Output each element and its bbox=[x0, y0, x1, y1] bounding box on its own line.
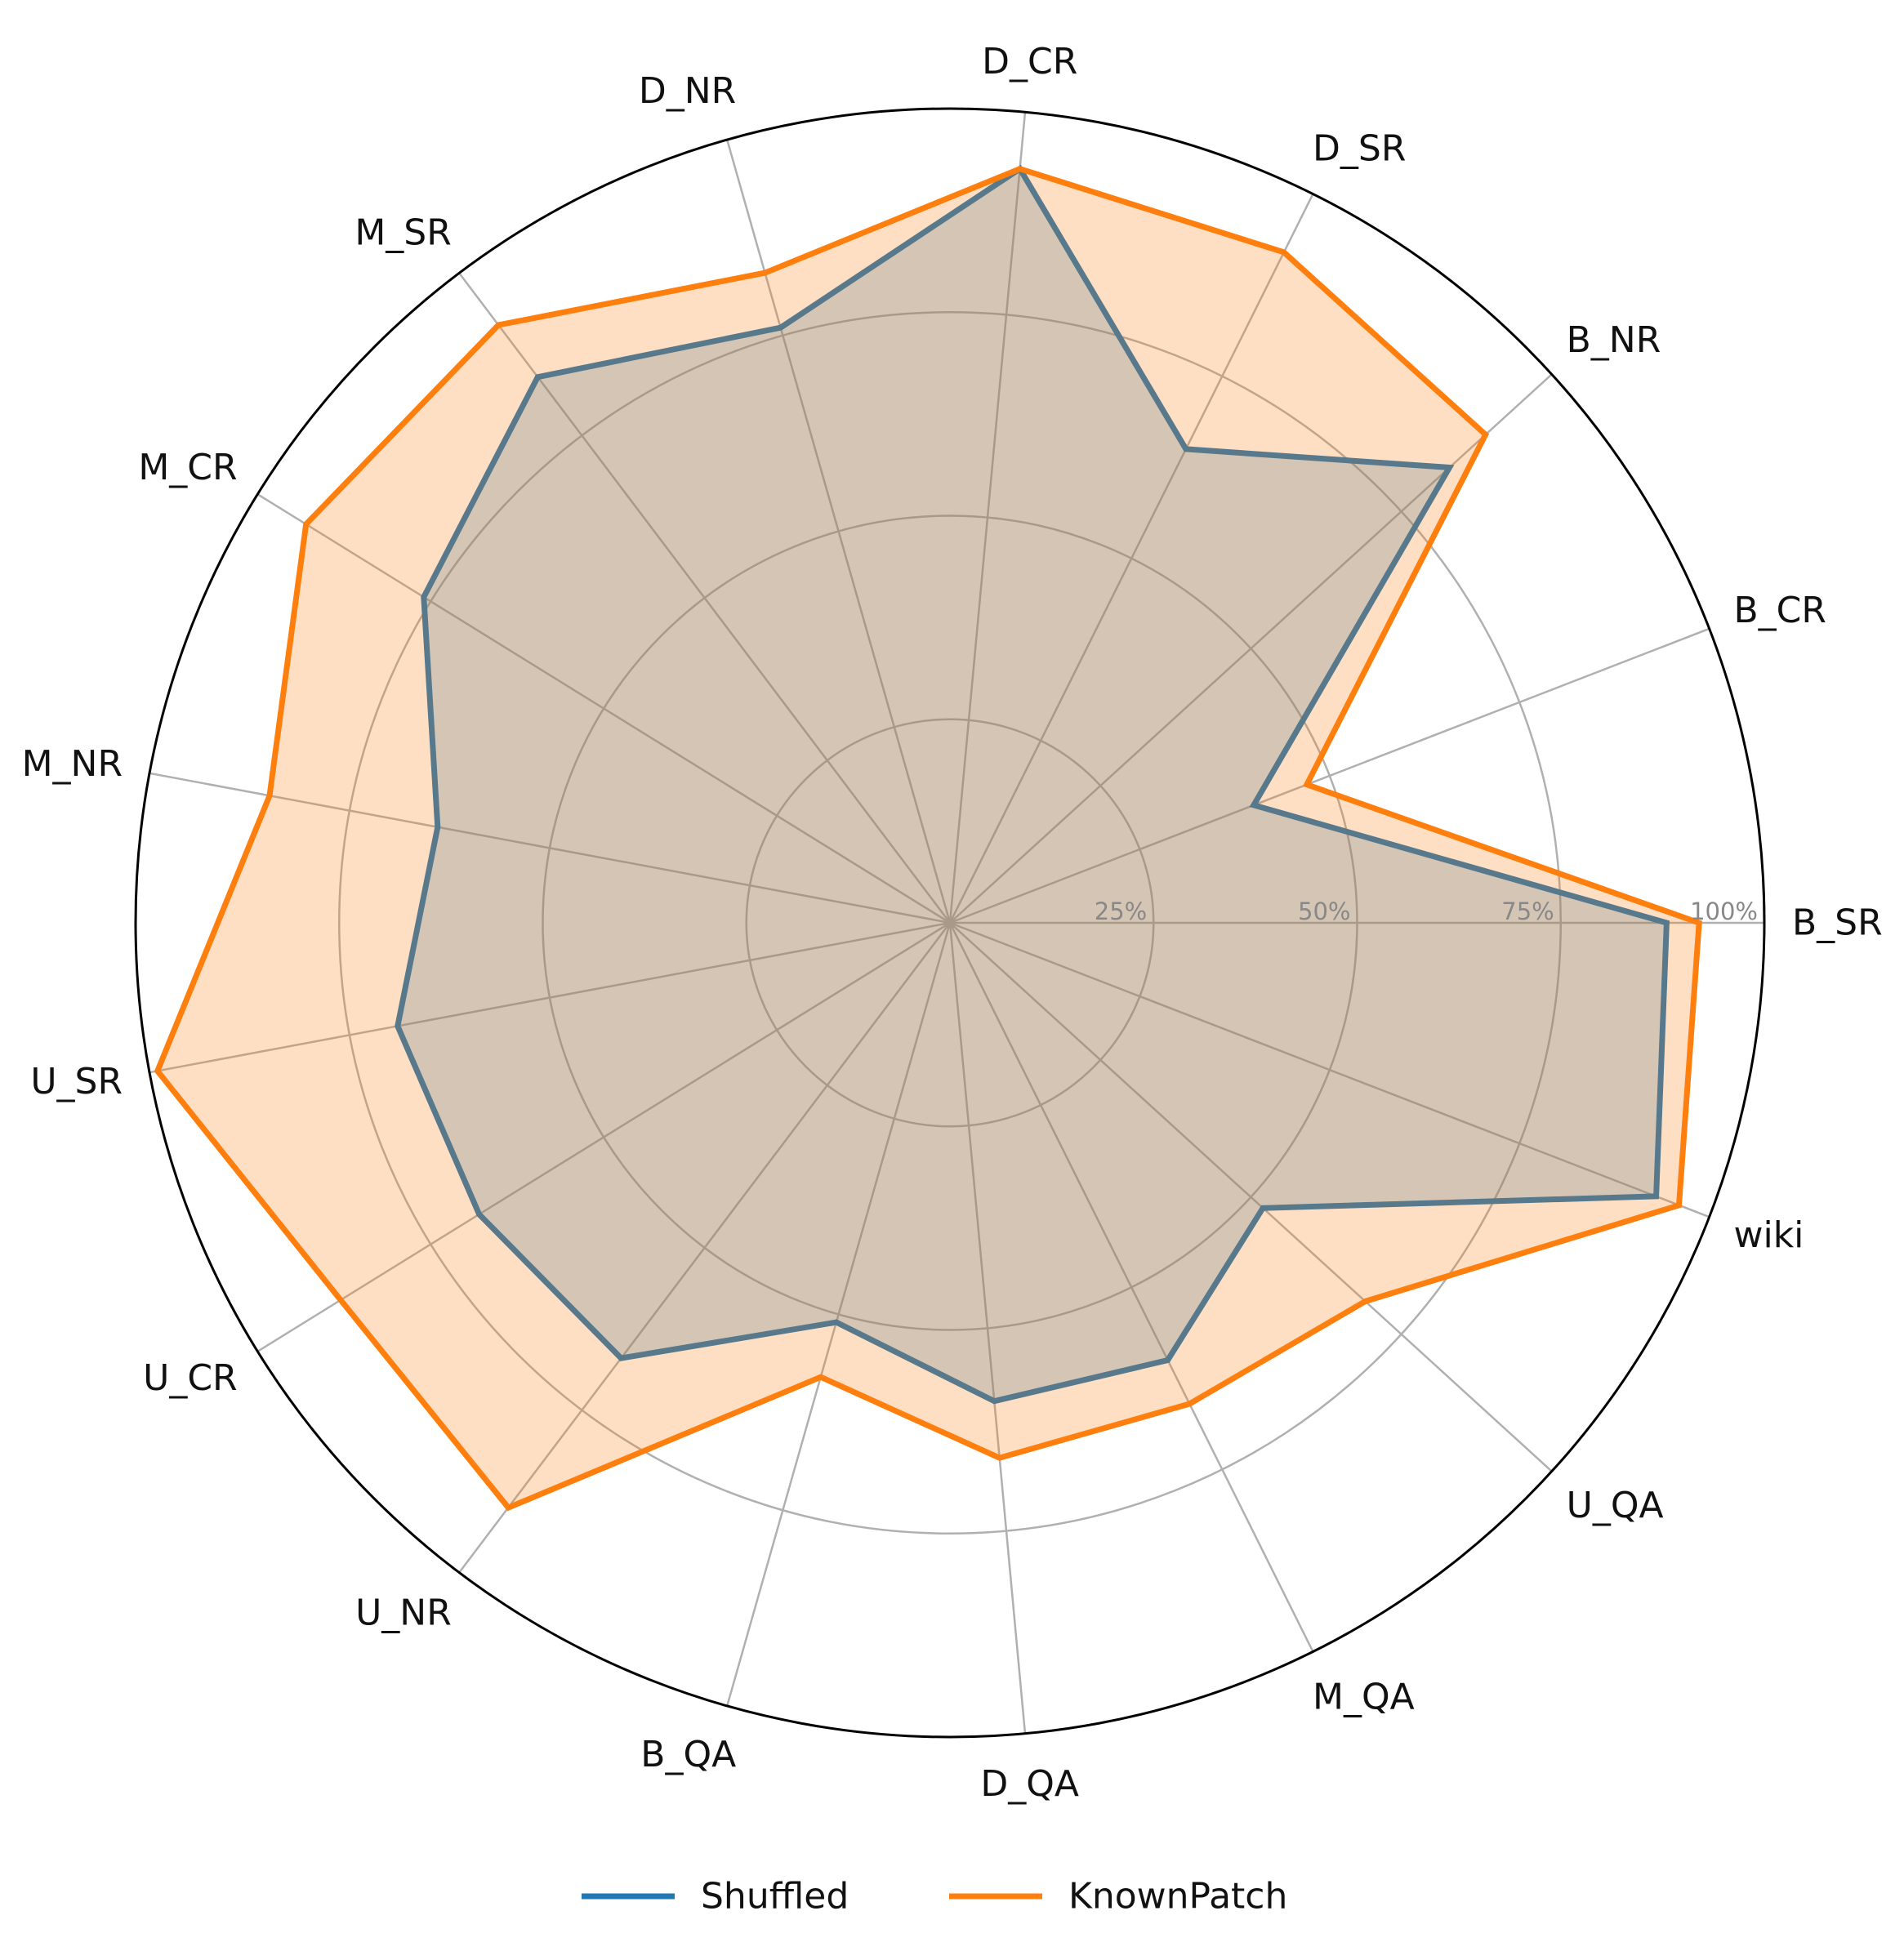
point-knownpatch-m-nr bbox=[267, 793, 272, 799]
series-layer bbox=[154, 164, 1702, 1512]
point-knownpatch-b-nr bbox=[1483, 432, 1488, 438]
axis-label-m-qa: M_QA bbox=[1313, 1676, 1415, 1717]
axis-label-wiki: wiki bbox=[1733, 1214, 1804, 1256]
axis-label-m-cr: M_CR bbox=[138, 447, 237, 488]
point-knownpatch-d-qa bbox=[997, 1455, 1002, 1461]
point-shuffled-d-sr bbox=[1183, 446, 1188, 452]
point-knownpatch-b-sr bbox=[1697, 920, 1702, 925]
point-knownpatch-m-qa bbox=[1187, 1401, 1193, 1406]
spoke-wiki bbox=[949, 921, 1710, 1218]
legend-label-knownpatch: KnownPatch bbox=[1068, 1876, 1287, 1918]
point-shuffled-b-nr bbox=[1447, 465, 1452, 470]
point-knownpatch-d-nr bbox=[762, 270, 768, 276]
legend: Shuffled KnownPatch bbox=[582, 1876, 1287, 1918]
point-shuffled-m-nr bbox=[435, 824, 440, 830]
spoke-m-nr bbox=[149, 772, 951, 924]
point-knownpatch-u-cr bbox=[338, 1297, 344, 1303]
axis-label-u-nr: U_NR bbox=[355, 1592, 452, 1634]
axis-label-u-cr: U_CR bbox=[143, 1357, 238, 1399]
series-shuffled-area bbox=[395, 164, 1670, 1405]
point-shuffled-u-nr bbox=[618, 1356, 624, 1361]
point-knownpatch-u-sr bbox=[154, 1068, 160, 1074]
point-shuffled-m-qa bbox=[1165, 1357, 1170, 1363]
point-shuffled-d-qa bbox=[992, 1398, 997, 1404]
axis-label-m-nr: M_NR bbox=[22, 743, 123, 785]
point-shuffled-m-cr bbox=[421, 595, 426, 600]
axis-label-d-cr: D_CR bbox=[982, 41, 1077, 82]
label-layer: 25% 50% 75% 100% B_SR B_CR B_NR D_SR D_CR D_NR M_S… bbox=[22, 41, 1883, 1805]
point-knownpatch-m-sr bbox=[496, 323, 502, 327]
axis-label-d-nr: D_NR bbox=[639, 70, 736, 112]
point-knownpatch-b-cr bbox=[1304, 782, 1309, 787]
point-shuffled-b-cr bbox=[1251, 802, 1256, 808]
spoke-d-sr bbox=[948, 193, 1314, 924]
point-knownpatch-wiki bbox=[1676, 1202, 1682, 1208]
spoke-u-nr bbox=[458, 922, 951, 1574]
point-shuffled-u-cr bbox=[476, 1211, 482, 1217]
axis-label-b-qa: B_QA bbox=[640, 1734, 736, 1775]
spoke-u-qa bbox=[949, 922, 1553, 1472]
axis-label-d-sr: D_SR bbox=[1313, 128, 1406, 170]
axis-label-d-qa: D_QA bbox=[980, 1763, 1079, 1805]
point-shuffled-u-qa bbox=[1260, 1205, 1266, 1211]
r-tick-label-50: 50% bbox=[1298, 898, 1350, 925]
axis-label-b-cr: B_CR bbox=[1733, 590, 1826, 631]
axis-label-b-nr: B_NR bbox=[1567, 319, 1661, 361]
spoke-u-sr bbox=[149, 921, 951, 1074]
point-shuffled-u-sr bbox=[395, 1023, 400, 1029]
point-shuffled-wiki bbox=[1653, 1193, 1659, 1199]
spoke-u-cr bbox=[256, 921, 951, 1352]
axis-label-u-sr: U_SR bbox=[30, 1061, 123, 1102]
r-tick-label-75: 75% bbox=[1501, 898, 1554, 925]
spoke-b-cr bbox=[949, 627, 1710, 924]
r-tick-label-25: 25% bbox=[1095, 898, 1147, 925]
outer-frame bbox=[134, 107, 1766, 1739]
point-knownpatch-b-qa bbox=[818, 1374, 823, 1380]
point-shuffled-m-sr bbox=[535, 374, 541, 380]
r-tick-label-100: 100% bbox=[1690, 898, 1758, 925]
series-knownpatch-area bbox=[154, 165, 1702, 1512]
axis-label-m-sr: M_SR bbox=[354, 212, 451, 253]
point-shuffled-b-sr bbox=[1664, 920, 1670, 925]
point-knownpatch-u-nr bbox=[506, 1505, 511, 1511]
point-shuffled-d-nr bbox=[778, 325, 783, 331]
spoke-m-sr bbox=[458, 272, 951, 924]
axis-label-u-qa: U_QA bbox=[1567, 1485, 1664, 1526]
grid-layer bbox=[134, 107, 1766, 1739]
point-shuffled-b-qa bbox=[833, 1320, 839, 1325]
spoke-m-cr bbox=[256, 493, 951, 924]
spoke-m-qa bbox=[948, 922, 1314, 1653]
spoke-d-cr bbox=[948, 112, 1027, 924]
spoke-b-qa bbox=[725, 922, 952, 1707]
spoke-d-qa bbox=[948, 922, 1027, 1734]
point-knownpatch-d-cr bbox=[1017, 166, 1023, 171]
point-knownpatch-m-cr bbox=[303, 521, 309, 527]
axis-label-b-sr: B_SR bbox=[1792, 902, 1883, 944]
point-knownpatch-u-qa bbox=[1362, 1298, 1368, 1304]
legend-label-shuffled: Shuffled bbox=[701, 1876, 849, 1918]
point-knownpatch-d-sr bbox=[1281, 249, 1286, 255]
